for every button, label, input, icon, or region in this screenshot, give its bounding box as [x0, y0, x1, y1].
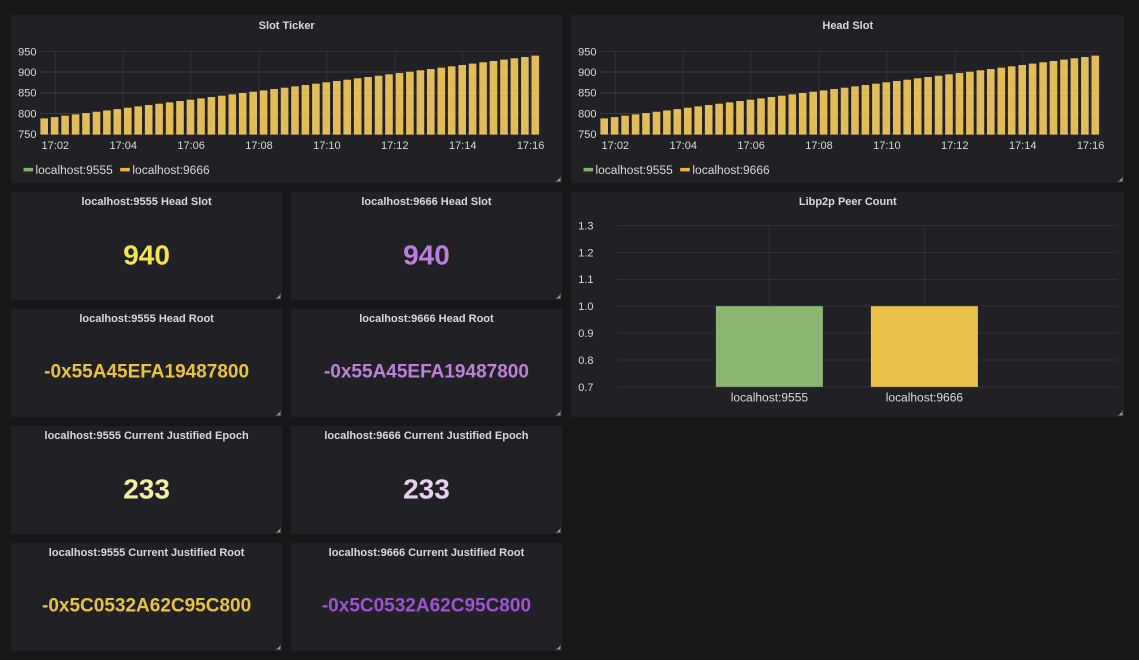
svg-text:localhost:9555: localhost:9555 [35, 163, 113, 177]
svg-text:17:02: 17:02 [42, 140, 70, 152]
svg-text:17:08: 17:08 [245, 140, 273, 152]
svg-text:17:14: 17:14 [449, 140, 477, 152]
svg-text:850: 850 [18, 88, 36, 100]
svg-text:17:04: 17:04 [109, 140, 137, 152]
svg-text:17:16: 17:16 [1077, 140, 1104, 152]
svg-text:1.3: 1.3 [579, 220, 594, 232]
svg-text:localhost:9666: localhost:9666 [132, 163, 210, 177]
svg-text:localhost:9555: localhost:9555 [596, 163, 674, 177]
svg-text:950: 950 [578, 46, 596, 58]
svg-text:17:12: 17:12 [381, 140, 409, 152]
svg-text:1.0: 1.0 [579, 301, 594, 313]
svg-text:17:10: 17:10 [873, 140, 901, 152]
svg-text:localhost:9666: localhost:9666 [886, 390, 964, 404]
svg-text:1.1: 1.1 [579, 274, 594, 286]
svg-text:17:10: 17:10 [313, 140, 341, 152]
svg-text:17:02: 17:02 [602, 140, 630, 152]
svg-text:17:08: 17:08 [806, 140, 834, 152]
svg-text:950: 950 [18, 46, 36, 58]
svg-text:17:04: 17:04 [670, 140, 698, 152]
svg-text:900: 900 [578, 67, 596, 79]
svg-text:750: 750 [578, 129, 596, 141]
svg-text:17:06: 17:06 [177, 140, 205, 152]
svg-text:900: 900 [18, 67, 36, 79]
svg-text:0.8: 0.8 [579, 354, 594, 366]
svg-text:17:12: 17:12 [941, 140, 969, 152]
svg-text:17:14: 17:14 [1009, 140, 1037, 152]
svg-text:850: 850 [578, 88, 596, 100]
svg-text:1.2: 1.2 [579, 247, 594, 259]
svg-text:17:06: 17:06 [738, 140, 766, 152]
svg-text:0.7: 0.7 [579, 381, 594, 393]
svg-text:17:16: 17:16 [517, 140, 545, 152]
svg-text:800: 800 [578, 108, 596, 120]
svg-text:750: 750 [18, 129, 36, 141]
svg-text:localhost:9666: localhost:9666 [693, 163, 771, 177]
svg-text:localhost:9555: localhost:9555 [731, 390, 809, 404]
svg-text:800: 800 [18, 108, 36, 120]
svg-text:0.9: 0.9 [579, 327, 594, 339]
